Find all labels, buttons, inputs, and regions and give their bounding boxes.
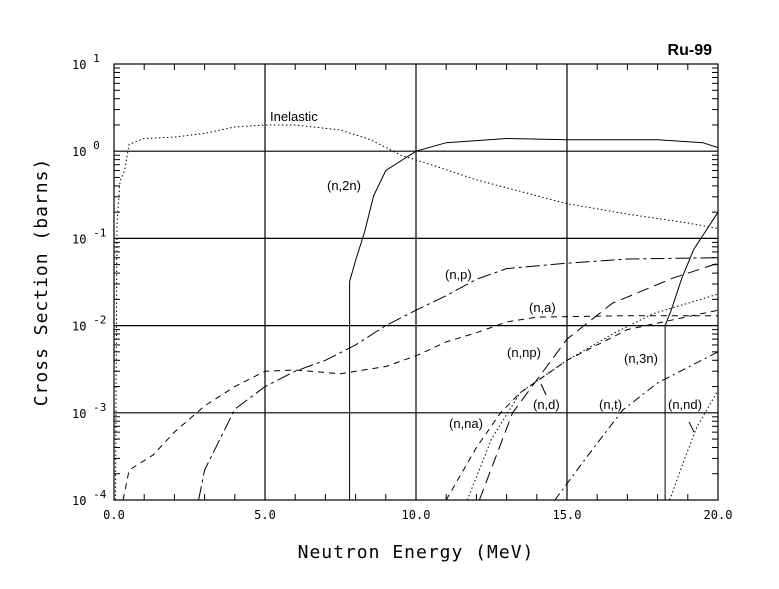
- leader-line-n-d: [540, 383, 547, 396]
- y-tick-label: 10 -4: [72, 488, 107, 508]
- grid-lines: [114, 64, 718, 500]
- curve-n-3n: [664, 211, 719, 500]
- curve-label: (n,t): [599, 397, 622, 412]
- y-tick-label: 10 -3: [72, 401, 106, 421]
- x-tick-label: 15.0: [553, 508, 582, 522]
- curve-label: (n,nd): [668, 397, 702, 412]
- y-tick-label: 10 1: [72, 52, 100, 72]
- curve-label: (n,d): [533, 397, 560, 412]
- curve-n-a: [122, 315, 718, 501]
- curve-labels: Inelastic (n,2n) (n,p) (n,a) (n,np) (n,d) (n,n…: [270, 109, 702, 433]
- curve-n-na: [445, 309, 719, 501]
- curves: [115, 124, 719, 501]
- x-tick-label: 5.0: [254, 508, 276, 522]
- curve-label: (n,p): [445, 267, 472, 282]
- curve-label: (n,2n): [327, 178, 361, 193]
- curve-label: (n,3n): [624, 351, 658, 366]
- y-tick-label: 10 -1: [72, 226, 106, 246]
- chart-title: Ru-99: [668, 42, 713, 59]
- x-tick-labels: 0.0 5.0 10.0 15.0 20.0: [103, 508, 732, 522]
- curve-label: (n,a): [529, 300, 556, 315]
- curve-label: (n,np): [507, 345, 541, 360]
- curve-n-2n: [349, 137, 719, 500]
- x-tick-label: 20.0: [704, 508, 733, 522]
- curve-n-nd: [669, 390, 719, 501]
- y-tick-label: 10 0: [72, 139, 100, 159]
- x-tick-label: 10.0: [402, 508, 431, 522]
- x-tick-label: 0.0: [103, 508, 125, 522]
- plot-frame: [113, 63, 719, 501]
- y-tick-labels: 10 1 10 0 10 -1 10 -2 10 -3 10 -4: [72, 52, 107, 508]
- y-tick-label: 10 -2: [72, 314, 106, 334]
- curve-n-t: [554, 351, 719, 501]
- leader-line-n-nd: [688, 421, 695, 433]
- x-axis-label: Neutron Energy (MeV): [298, 542, 535, 563]
- curve-n-p: [198, 257, 719, 501]
- y-axis-label: Cross Section (barns): [31, 158, 52, 407]
- curve-label: Inelastic: [270, 109, 318, 124]
- tick-marks: [114, 64, 718, 500]
- curve-label: (n,na): [449, 416, 483, 431]
- curve-n-np: [478, 262, 719, 501]
- curve-inelastic: [115, 124, 719, 501]
